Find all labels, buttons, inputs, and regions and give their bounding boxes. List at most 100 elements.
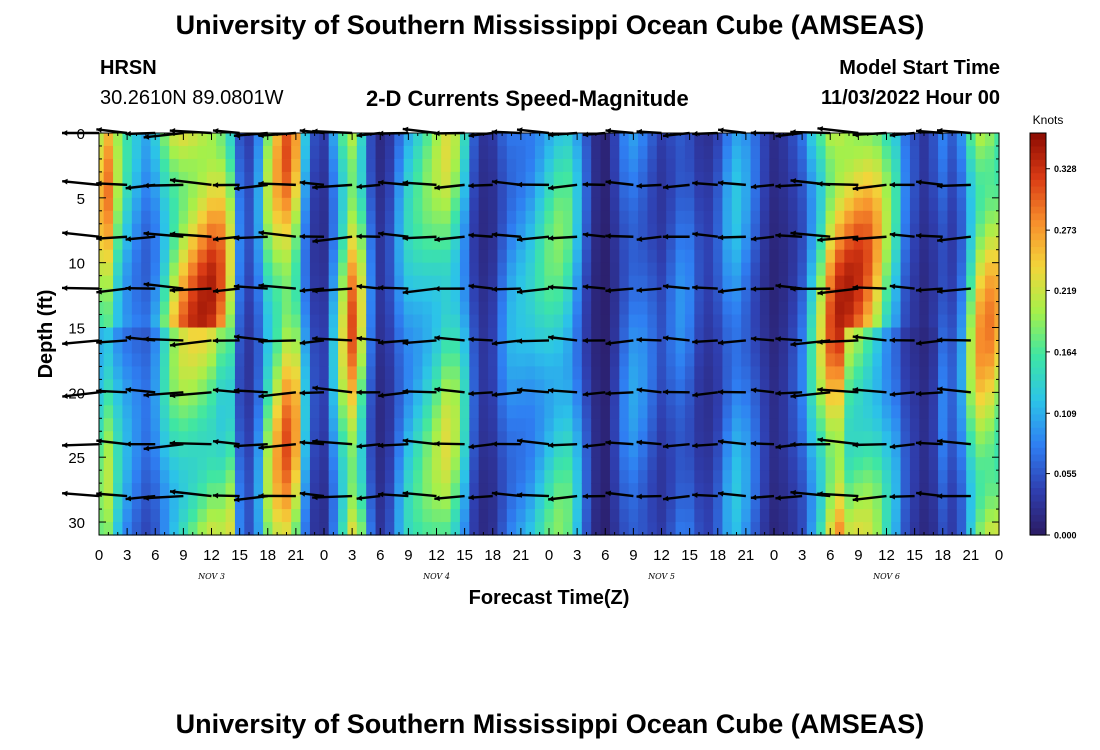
heatmap-cell xyxy=(722,133,733,147)
heatmap-cell xyxy=(516,353,527,368)
current-vector xyxy=(852,387,887,394)
heatmap-cell xyxy=(99,366,105,380)
heatmap-cell xyxy=(488,301,499,316)
heatmap-cell xyxy=(216,509,227,523)
heatmap-cell xyxy=(544,457,555,471)
heatmap-cell xyxy=(956,379,967,393)
heatmap-cell xyxy=(141,483,152,497)
heatmap-cell xyxy=(300,379,311,393)
current-vector xyxy=(299,287,325,294)
heatmap-cell xyxy=(563,210,574,225)
heatmap-cell xyxy=(694,184,705,199)
heatmap-cell xyxy=(281,301,292,316)
heatmap-cell xyxy=(591,340,602,355)
heatmap-cell xyxy=(591,249,602,264)
heatmap-cell xyxy=(966,509,977,523)
heatmap-cell xyxy=(506,184,517,199)
heatmap-cell xyxy=(919,457,930,471)
heatmap-cell xyxy=(769,340,780,355)
heatmap-cell xyxy=(928,327,939,342)
heatmap-cell xyxy=(694,366,705,380)
heatmap-cell xyxy=(488,509,499,523)
heatmap-cell xyxy=(759,392,770,406)
heatmap-cell xyxy=(169,444,180,458)
heatmap-cell xyxy=(244,405,255,419)
heatmap-cell xyxy=(628,418,639,432)
heatmap-cell xyxy=(647,418,658,432)
heatmap-cell xyxy=(497,184,508,199)
heatmap-cell xyxy=(206,236,217,251)
heatmap-cell xyxy=(806,405,817,419)
heatmap-cell xyxy=(356,457,367,471)
heatmap-cell xyxy=(188,366,199,380)
heatmap-cell xyxy=(825,444,836,458)
heatmap-cell xyxy=(834,470,845,484)
heatmap-cell xyxy=(591,327,602,342)
heatmap-cell xyxy=(881,379,892,393)
heatmap-cell xyxy=(722,314,733,329)
current-vector xyxy=(662,335,690,342)
heatmap-cell xyxy=(844,262,855,277)
heatmap-cell xyxy=(422,171,433,186)
heatmap-cell xyxy=(478,327,489,342)
heatmap-cell xyxy=(394,288,405,303)
heatmap-cell xyxy=(863,340,874,355)
current-vector xyxy=(402,438,437,446)
heatmap-cell xyxy=(441,353,452,368)
heatmap-cell xyxy=(881,470,892,484)
heatmap-cell xyxy=(234,171,245,186)
heatmap-cell xyxy=(188,249,199,264)
heatmap-cell xyxy=(609,314,620,329)
heatmap-cell xyxy=(403,184,414,199)
heatmap-cell xyxy=(684,405,695,419)
current-vector xyxy=(434,335,465,342)
heatmap-cell xyxy=(638,275,649,290)
heatmap-cell xyxy=(956,457,967,471)
heatmap-cell xyxy=(413,509,424,523)
heatmap-cell xyxy=(450,133,461,147)
heatmap-cell xyxy=(300,275,311,290)
heatmap-cell xyxy=(216,483,227,497)
heatmap-cell xyxy=(788,133,799,147)
heatmap-cell xyxy=(609,262,620,277)
heatmap-cell xyxy=(928,184,939,199)
heatmap-cell xyxy=(431,145,442,160)
heatmap-cell xyxy=(675,353,686,368)
x-tick-label: 15 xyxy=(231,547,248,564)
heatmap-cell xyxy=(506,379,517,393)
heatmap-cell xyxy=(788,496,799,510)
heatmap-cell xyxy=(769,223,780,238)
current-vector xyxy=(889,231,915,238)
current-vector xyxy=(258,391,297,399)
heatmap-cell xyxy=(863,275,874,290)
heatmap-cell xyxy=(469,262,480,277)
heatmap-cell xyxy=(722,496,733,510)
current-vector xyxy=(915,287,943,293)
heatmap-cell xyxy=(741,470,752,484)
heatmap-cell xyxy=(703,301,714,316)
heatmap-cell xyxy=(459,262,470,277)
heatmap-cell xyxy=(506,301,517,316)
heatmap-cell xyxy=(188,509,199,523)
heatmap-cell xyxy=(750,327,761,342)
heatmap-cell xyxy=(394,158,405,173)
heatmap-cell xyxy=(563,145,574,160)
heatmap-cell xyxy=(413,327,424,342)
heatmap-cell xyxy=(816,405,827,419)
heatmap-cell xyxy=(928,353,939,368)
heatmap-cell xyxy=(99,197,105,212)
heatmap-cell xyxy=(816,418,827,432)
heatmap-cell xyxy=(244,483,255,497)
heatmap-cell xyxy=(178,210,189,225)
heatmap-cell xyxy=(816,223,827,238)
heatmap-cell xyxy=(422,275,433,290)
heatmap-cell xyxy=(938,431,949,445)
heatmap-cell xyxy=(750,236,761,251)
heatmap-cell xyxy=(975,184,986,199)
heatmap-cell xyxy=(788,184,799,199)
heatmap-cell xyxy=(328,379,339,393)
heatmap-cell xyxy=(703,392,714,406)
heatmap-cell xyxy=(694,405,705,419)
heatmap-cell xyxy=(188,133,199,147)
heatmap-cell xyxy=(197,470,208,484)
